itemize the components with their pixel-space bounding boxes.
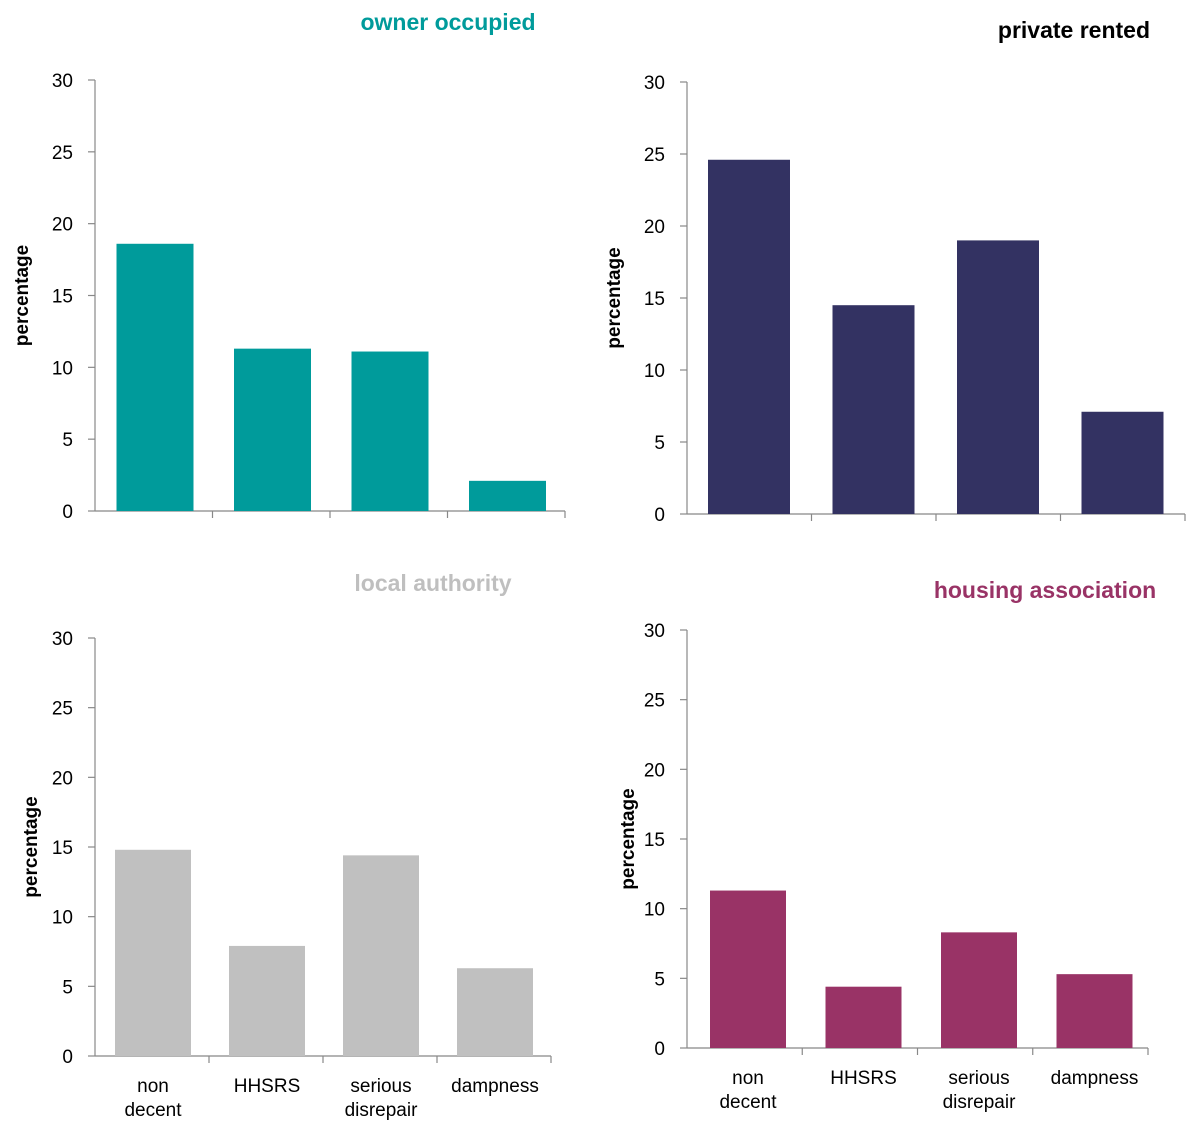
bar-serious-disrepair — [957, 240, 1039, 514]
y-tick-label: 20 — [52, 768, 73, 789]
bar-hhsrs — [832, 305, 915, 514]
x-category-label: HHSRS — [234, 1076, 301, 1097]
y-tick-label: 5 — [654, 433, 665, 454]
x-category-label: disrepair — [943, 1092, 1017, 1113]
bar-dampness — [1081, 411, 1164, 514]
y-tick-label: 10 — [644, 361, 665, 382]
y-tick-label: 30 — [644, 73, 665, 94]
y-tick-label: 25 — [644, 691, 665, 712]
y-axis-label: percentage — [21, 796, 42, 897]
chart-title: housing association — [934, 577, 1156, 603]
x-category-label: serious — [350, 1076, 411, 1097]
y-tick-label: 25 — [52, 143, 73, 164]
y-tick-label: 25 — [644, 145, 665, 166]
bar-serious-disrepair — [343, 855, 419, 1056]
chart-title: private rented — [998, 17, 1150, 43]
y-tick-label: 15 — [52, 838, 73, 859]
chart-title: owner occupied — [360, 9, 535, 35]
y-tick-label: 5 — [654, 969, 665, 990]
bar-hhsrs — [229, 945, 305, 1056]
bar-dampness — [469, 480, 546, 511]
chart-title: local authority — [354, 570, 511, 596]
x-category-label: decent — [124, 1100, 182, 1121]
bar-non-decent — [115, 849, 191, 1056]
y-tick-label: 10 — [52, 908, 73, 929]
y-tick-label: 0 — [62, 502, 73, 523]
y-tick-label: 25 — [52, 699, 73, 720]
y-tick-label: 0 — [654, 505, 665, 526]
bar-serious-disrepair — [941, 932, 1017, 1048]
y-axis-label: percentage — [604, 247, 625, 348]
bar-non-decent — [116, 243, 194, 511]
y-tick-label: 0 — [62, 1047, 73, 1068]
y-tick-label: 5 — [62, 977, 73, 998]
y-axis-label: percentage — [618, 788, 639, 889]
x-category-label: non — [137, 1076, 169, 1097]
panel-private-rented: private rented 0 5 10 15 20 25 30 percentage — [604, 17, 1186, 526]
x-category-label: dampness — [451, 1076, 539, 1097]
panel-owner-occupied: owner occupied 0 5 10 15 20 25 30 percentage — [12, 9, 566, 523]
bar-hhsrs — [234, 348, 311, 511]
bar-non-decent — [710, 890, 786, 1048]
bar-dampness — [1056, 974, 1133, 1048]
y-tick-label: 0 — [654, 1039, 665, 1060]
y-tick-label: 20 — [52, 215, 73, 236]
x-category-label: decent — [719, 1092, 777, 1113]
x-category-label: HHSRS — [830, 1068, 897, 1089]
panel-housing-association: housing association 0 5 10 15 20 25 30 percentag… — [618, 577, 1156, 1113]
x-category-label: non — [732, 1068, 764, 1089]
y-tick-label: 15 — [644, 830, 665, 851]
x-category-label: disrepair — [345, 1100, 419, 1121]
y-tick-label: 15 — [644, 289, 665, 310]
x-category-label: dampness — [1051, 1068, 1139, 1089]
y-axis-label: percentage — [12, 245, 33, 346]
y-tick-label: 20 — [644, 217, 665, 238]
panel-local-authority: local authority 0 5 10 15 20 25 30 percentage non… — [21, 570, 552, 1121]
y-tick-label: 10 — [52, 358, 73, 379]
bar-hhsrs — [825, 986, 902, 1048]
y-tick-label: 5 — [62, 430, 73, 451]
bar-dampness — [457, 968, 533, 1056]
y-tick-label: 30 — [644, 621, 665, 642]
y-tick-label: 15 — [52, 287, 73, 308]
x-category-label: serious — [948, 1068, 1009, 1089]
y-tick-label: 10 — [644, 900, 665, 921]
bar-serious-disrepair — [351, 351, 429, 511]
y-tick-label: 30 — [52, 71, 73, 92]
y-tick-label: 20 — [644, 760, 665, 781]
y-tick-label: 30 — [52, 629, 73, 650]
bar-non-decent — [708, 159, 790, 514]
